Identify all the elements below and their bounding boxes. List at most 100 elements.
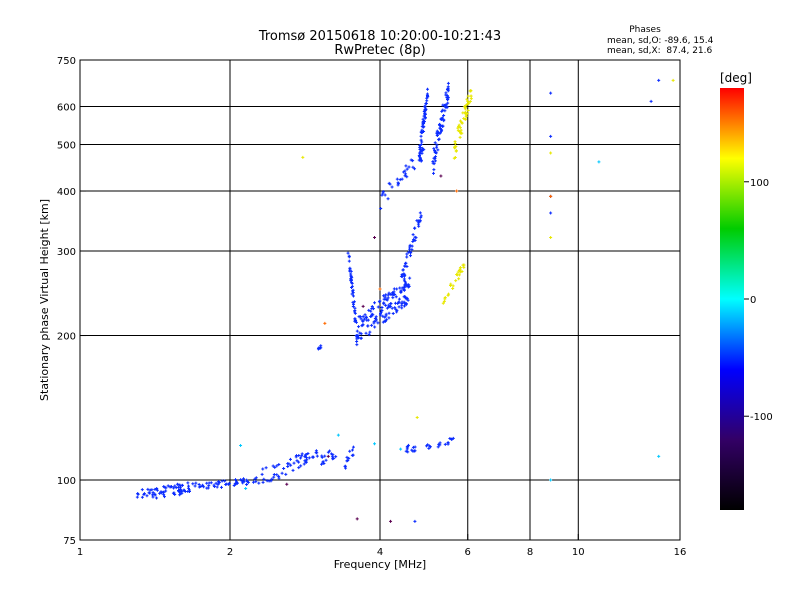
data-point [453, 141, 457, 145]
data-point [397, 297, 401, 301]
data-point [304, 453, 308, 457]
data-point [251, 480, 255, 484]
data-point [373, 316, 377, 320]
data-point [465, 103, 469, 107]
data-point [364, 315, 368, 319]
data-point [352, 300, 356, 304]
data-point [307, 456, 311, 460]
data-point [424, 108, 428, 112]
data-point [326, 454, 330, 458]
data-point [408, 250, 412, 254]
data-point [446, 88, 450, 92]
data-point [286, 465, 290, 469]
data-point [426, 87, 430, 91]
colorbar-ticks: 100 0 -100 [744, 178, 773, 423]
data-point [355, 339, 359, 343]
data-point [245, 482, 249, 486]
data-point [453, 145, 457, 149]
data-point [354, 320, 358, 324]
data-point [407, 165, 411, 169]
data-point [418, 152, 422, 156]
data-point [366, 318, 370, 322]
data-point [292, 461, 296, 465]
data-point [393, 301, 397, 305]
data-point [212, 485, 216, 489]
data-point [418, 218, 422, 222]
data-point [351, 291, 355, 295]
data-point [549, 211, 553, 215]
data-point [408, 276, 412, 280]
data-point [358, 331, 362, 335]
data-point [223, 479, 227, 483]
data-point [306, 452, 310, 456]
data-point [379, 206, 383, 210]
data-point [405, 265, 409, 269]
data-point [423, 105, 427, 109]
data-point [445, 106, 449, 110]
data-point [443, 442, 447, 446]
data-point [458, 135, 462, 139]
data-point [363, 313, 367, 317]
data-point [469, 97, 473, 101]
data-point [147, 491, 151, 495]
data-point [441, 301, 445, 305]
data-point [434, 151, 438, 155]
y-tick-label: 200 [57, 332, 76, 343]
data-point [178, 493, 182, 497]
data-point [452, 156, 456, 160]
data-point [355, 329, 359, 333]
data-point [385, 318, 389, 322]
data-point [383, 295, 387, 299]
data-point [176, 485, 180, 489]
data-point [405, 447, 409, 451]
data-point [409, 254, 413, 258]
data-point [361, 323, 365, 327]
data-point [464, 117, 468, 121]
data-point [406, 450, 410, 454]
data-point [466, 99, 470, 103]
data-point [403, 264, 407, 268]
data-point [209, 481, 213, 485]
data-point [466, 108, 470, 112]
data-point [387, 303, 391, 307]
data-point [405, 255, 409, 259]
data-point [186, 481, 190, 485]
data-point [422, 110, 426, 114]
x-tick-label: 1 [77, 547, 83, 558]
data-point [315, 451, 319, 455]
data-point [418, 144, 422, 148]
data-point [162, 495, 166, 499]
data-point [378, 299, 382, 303]
data-point [436, 445, 440, 449]
data-point [193, 484, 197, 488]
data-point [411, 233, 415, 237]
data-point [426, 443, 430, 447]
data-point [413, 519, 417, 523]
data-point [415, 415, 419, 419]
data-point [202, 485, 206, 489]
data-point [370, 323, 374, 327]
data-point [348, 266, 352, 270]
data-point [455, 273, 459, 277]
data-point [425, 92, 429, 96]
data-point [427, 446, 431, 450]
data-point [219, 485, 223, 489]
data-point [331, 453, 335, 457]
data-point [402, 170, 406, 174]
data-point [135, 495, 139, 499]
data-point [373, 442, 377, 446]
data-point [257, 481, 261, 485]
data-point [355, 517, 359, 521]
data-point [353, 311, 357, 315]
data-point [304, 459, 308, 463]
data-point [409, 158, 413, 162]
data-point [454, 279, 458, 283]
grid-lines [80, 60, 680, 540]
data-point [413, 235, 417, 239]
data-point [402, 295, 406, 299]
data-point [418, 145, 422, 149]
data-point [441, 108, 445, 112]
data-point [446, 81, 450, 85]
data-point [420, 140, 424, 144]
data-point [166, 484, 170, 488]
